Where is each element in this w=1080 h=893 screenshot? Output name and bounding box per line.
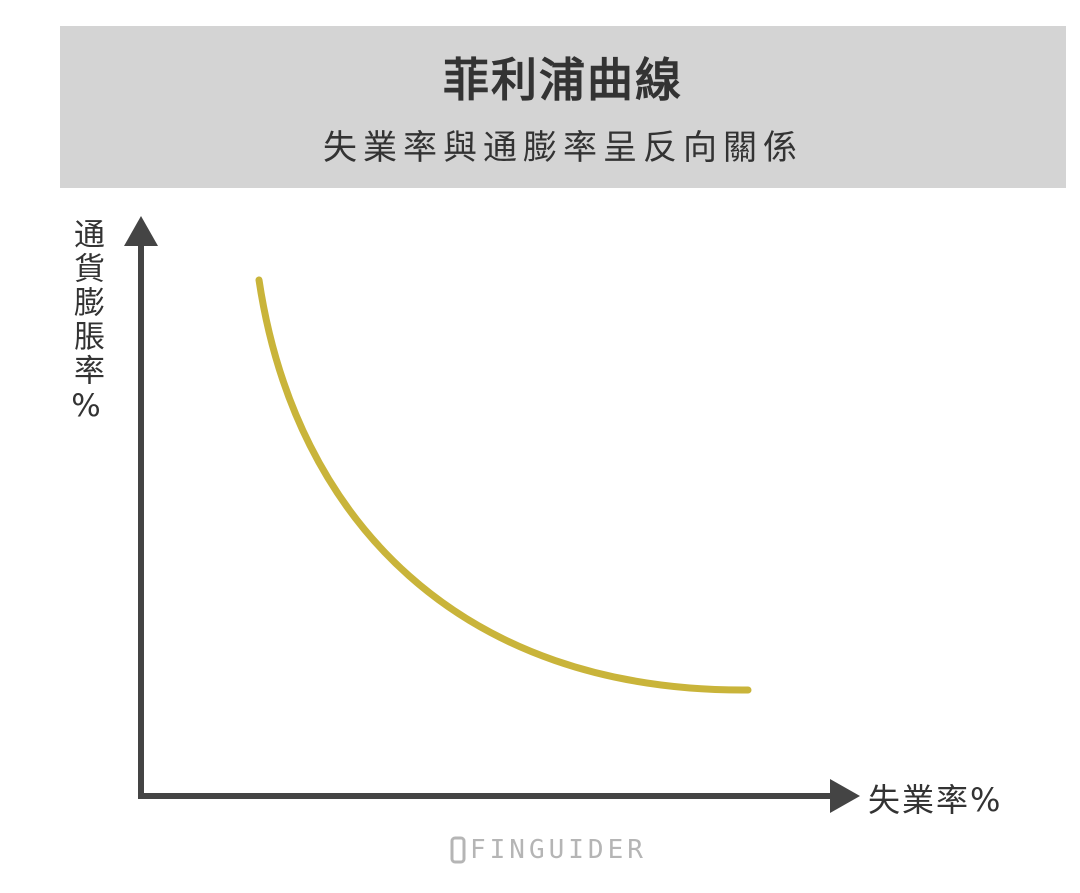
y-arrow [124,216,158,246]
y-axis-label: 通貨膨脹率% [68,218,104,427]
x-arrow [830,779,860,813]
x-axis-label: 失業率% [868,781,1003,819]
header: 菲利浦曲線 失業率與通膨率呈反向關係 [60,26,1066,188]
logo-icon [450,836,466,864]
phillips-curve [255,276,752,694]
title: 菲利浦曲線 [443,53,683,107]
watermark: FINGUIDER [470,835,647,865]
subtitle: 失業率與通膨率呈反向關係 [323,128,803,168]
